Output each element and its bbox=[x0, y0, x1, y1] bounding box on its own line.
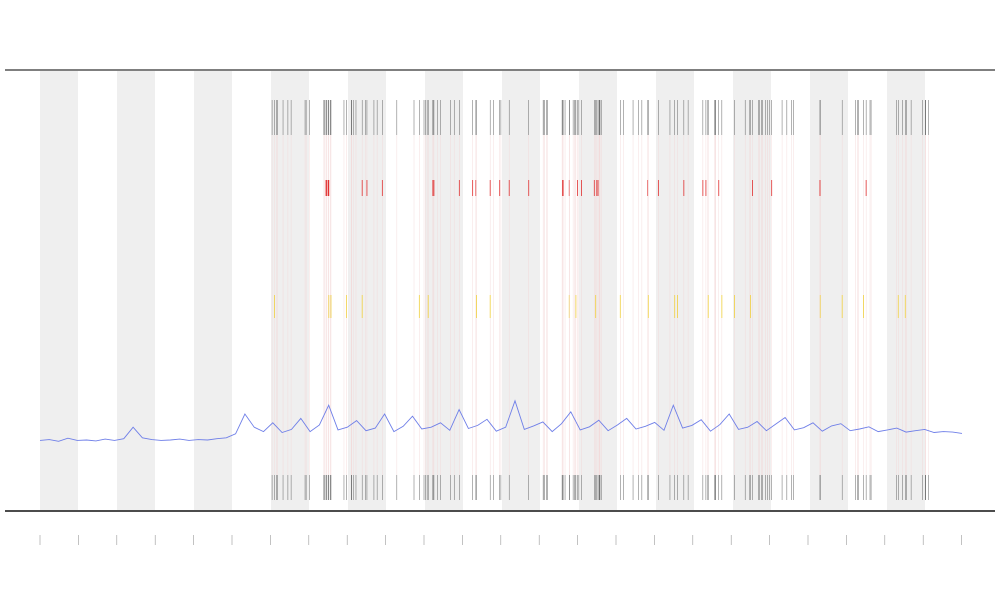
shaded-band bbox=[502, 71, 540, 510]
shaded-band bbox=[425, 71, 463, 510]
shaded-band bbox=[810, 71, 848, 510]
data-line bbox=[39, 399, 963, 442]
band-layer bbox=[40, 71, 925, 510]
shaded-band bbox=[40, 71, 78, 510]
shaded-band bbox=[733, 71, 771, 510]
plot-layer bbox=[39, 399, 963, 442]
shaded-band bbox=[194, 71, 232, 510]
shaded-band bbox=[887, 71, 925, 510]
shaded-band bbox=[656, 71, 694, 510]
shaded-band bbox=[117, 71, 155, 510]
shaded-band bbox=[271, 71, 309, 510]
